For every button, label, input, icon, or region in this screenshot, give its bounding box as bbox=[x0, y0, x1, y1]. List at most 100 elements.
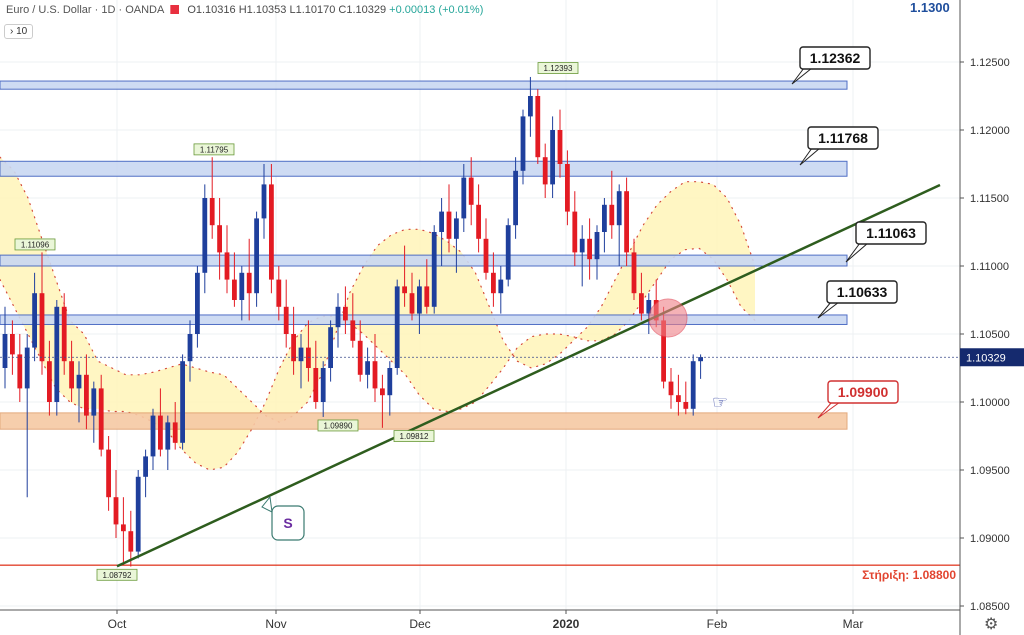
candle-body bbox=[261, 184, 267, 219]
candle-body bbox=[143, 456, 148, 477]
candle-body bbox=[283, 306, 289, 334]
candle-body bbox=[180, 361, 185, 443]
callout-box bbox=[827, 380, 899, 404]
candle-body bbox=[690, 361, 696, 409]
interval-button[interactable]: › 10 bbox=[4, 24, 34, 39]
callout-label: 1.09900 bbox=[838, 384, 889, 400]
price-flag-label: 1.11096 bbox=[21, 240, 50, 249]
candle-body bbox=[535, 96, 541, 158]
flag-icon bbox=[170, 5, 180, 14]
candle-body bbox=[224, 252, 230, 280]
candle-body bbox=[298, 347, 304, 362]
candlestick-series bbox=[2, 76, 703, 567]
candle-body bbox=[624, 191, 629, 253]
uptrend-line bbox=[116, 183, 941, 568]
time-tick-label: Oct bbox=[108, 617, 127, 631]
current-price-label: 1.10329 bbox=[966, 352, 1006, 364]
price-flag-label: 1.09812 bbox=[400, 432, 429, 441]
gear-icon[interactable]: ⚙ bbox=[984, 616, 999, 633]
zone-callout: 1.09900 bbox=[817, 380, 899, 419]
zone-callout: 1.12362 bbox=[791, 46, 871, 85]
candle-body bbox=[232, 279, 237, 300]
price-flag bbox=[14, 238, 56, 251]
candle-body bbox=[276, 279, 282, 307]
candle-body bbox=[380, 388, 385, 396]
price-tick-label: 1.12000 bbox=[970, 125, 1010, 137]
price-flag bbox=[193, 143, 235, 156]
candle-body bbox=[565, 164, 570, 212]
candle-body bbox=[254, 218, 259, 294]
candle-body bbox=[165, 422, 171, 450]
candle-body bbox=[91, 388, 97, 416]
price-tick-label: 1.10000 bbox=[970, 397, 1010, 409]
candle-body bbox=[631, 252, 637, 294]
candle-body bbox=[587, 238, 592, 260]
price-tick-label: 1.12500 bbox=[970, 57, 1010, 69]
price-flag-label: 1.08792 bbox=[103, 571, 132, 580]
price-flag bbox=[537, 62, 579, 74]
candle-body bbox=[387, 368, 393, 396]
candle-body bbox=[468, 177, 474, 205]
price-flag bbox=[96, 568, 138, 581]
candle-body bbox=[32, 293, 37, 348]
candle-body bbox=[202, 198, 208, 273]
candle-body bbox=[128, 531, 134, 552]
candle-body bbox=[505, 225, 511, 280]
candle-body bbox=[313, 368, 319, 402]
candle-body bbox=[357, 340, 363, 375]
candle-body bbox=[698, 357, 703, 362]
candle-body bbox=[84, 374, 89, 416]
candle-body bbox=[106, 449, 111, 498]
callout-label: 1.12362 bbox=[810, 50, 861, 66]
candle-body bbox=[172, 422, 178, 443]
breakdown-circle bbox=[648, 298, 688, 338]
candle-body bbox=[17, 354, 23, 389]
candle-body bbox=[616, 191, 622, 226]
price-axis[interactable]: 1.08500 1.09000 1.09500 1.10000 1.10500 1.110… bbox=[862, 0, 1024, 635]
candle-body bbox=[98, 388, 104, 450]
candle-body bbox=[372, 361, 378, 389]
top-price-label: 1.1300 bbox=[910, 0, 950, 15]
candle-body bbox=[76, 374, 82, 389]
trend-line[interactable] bbox=[116, 183, 941, 568]
chart-header: Euro / U.S. Dollar · 1D · OANDA O1.10316 … bbox=[6, 4, 483, 16]
time-axis[interactable]: Oct Nov Dec 2020 Feb Mar bbox=[0, 609, 960, 631]
candle-body bbox=[47, 361, 52, 402]
candle-body bbox=[483, 238, 489, 273]
candle-body bbox=[150, 415, 156, 457]
callout-label: 1.11063 bbox=[866, 225, 916, 241]
annotation-pointer bbox=[261, 495, 273, 513]
zone-callout: 1.10633 bbox=[817, 280, 898, 319]
candle-body bbox=[609, 204, 615, 226]
callout-box bbox=[807, 126, 879, 150]
candle-body bbox=[431, 232, 437, 307]
callout-pointer bbox=[845, 242, 870, 263]
annotation-label: S bbox=[283, 515, 292, 531]
candle-body bbox=[439, 211, 444, 232]
price-tick-label: 1.08500 bbox=[970, 601, 1010, 613]
axis-bg bbox=[960, 0, 1024, 635]
candle-body bbox=[646, 300, 652, 314]
callout-box bbox=[799, 46, 871, 70]
zone-rect bbox=[0, 412, 848, 430]
candle-body bbox=[668, 381, 674, 396]
price-flag bbox=[317, 419, 359, 432]
candle-body bbox=[269, 184, 274, 280]
candle-body bbox=[550, 130, 555, 185]
candle-body bbox=[135, 476, 141, 552]
candle-body bbox=[10, 334, 15, 355]
price-flag bbox=[393, 430, 435, 442]
candle-body bbox=[343, 306, 348, 321]
symbol-title[interactable]: Euro / U.S. Dollar · 1D · OANDA bbox=[6, 4, 165, 16]
support-label: Στήριξη: 1.08800 bbox=[862, 568, 956, 582]
candle-body bbox=[639, 293, 644, 314]
candle-body bbox=[579, 238, 585, 253]
time-tick-label: Nov bbox=[265, 617, 286, 631]
candle-body bbox=[306, 347, 311, 368]
candle-body bbox=[365, 361, 370, 375]
candle-body bbox=[683, 402, 689, 409]
candle-body bbox=[542, 157, 548, 185]
candle-body bbox=[187, 334, 193, 362]
candle-body bbox=[498, 279, 504, 294]
